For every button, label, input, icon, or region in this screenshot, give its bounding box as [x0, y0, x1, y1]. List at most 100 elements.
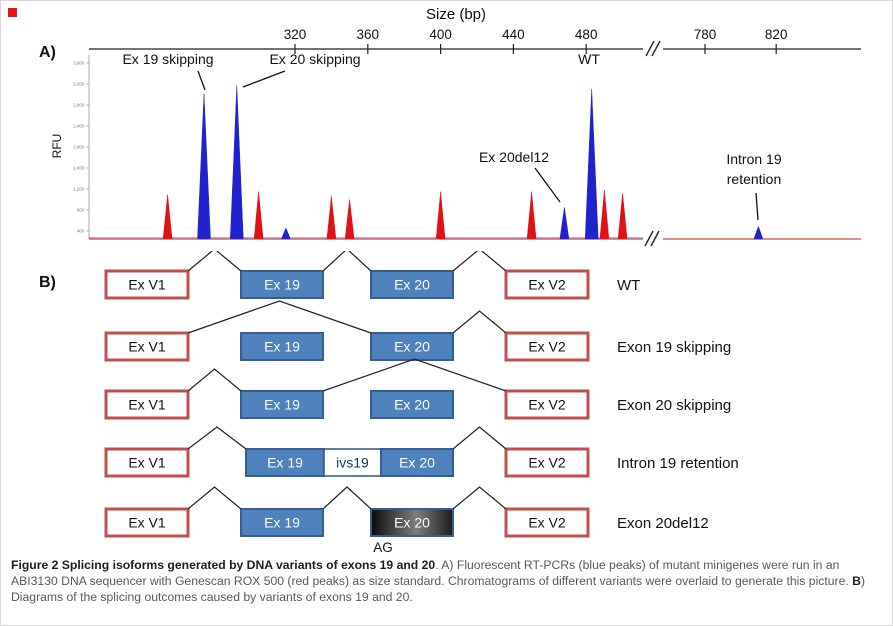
- y-tick-label: 800: [77, 208, 85, 213]
- exon-box-v1: [104, 331, 190, 362]
- exon-box-v2: [504, 389, 590, 420]
- rox-standard-peak: [253, 191, 264, 240]
- exon-box-v2: [504, 507, 590, 538]
- exon-box-v1: [104, 269, 190, 300]
- exon-box-e20-label: Ex 20: [394, 339, 430, 355]
- y-tick-label: 2,800: [73, 103, 84, 108]
- row-label: Intron 19 retention: [617, 455, 739, 472]
- splice-line: [452, 310, 507, 334]
- exon-box-v2-label: Ex V2: [528, 515, 566, 531]
- exon-box-e20-label: Ex 20: [394, 397, 430, 413]
- y-tick-label: 1,200: [73, 187, 84, 192]
- splice-line: [322, 251, 372, 272]
- intron19-retention-callout: Intron 19: [726, 151, 781, 167]
- intron-box-ivs19-label: ivs19: [336, 455, 369, 471]
- exon-box-e20-label: Ex 20: [394, 277, 430, 293]
- sample-peak: [197, 93, 211, 240]
- exon-box-e19-label: Ex 19: [267, 455, 303, 471]
- splice-line: [187, 251, 242, 272]
- y-tick-label: 2,400: [73, 124, 84, 129]
- exon-box-v1: [104, 447, 190, 478]
- exon-box-v1: [104, 507, 190, 538]
- y-axis-label: RFU: [50, 134, 64, 159]
- exon-box-e19-label: Ex 19: [264, 277, 300, 293]
- exon-box-e20: [370, 270, 454, 299]
- panel-a-label: A): [39, 44, 56, 61]
- y-tick-label: 3,600: [73, 61, 84, 66]
- splice-line: [322, 486, 372, 510]
- rox-standard-peak: [599, 189, 610, 240]
- exon-box-v1-label: Ex V1: [128, 455, 166, 471]
- exon-box-e19-label: Ex 19: [264, 397, 300, 413]
- x-tick-label: 820: [765, 27, 788, 42]
- rox-standard-peak: [162, 194, 173, 240]
- row-label: WT: [617, 277, 640, 294]
- splice-row-exon-20-skipping: Ex V1 Ex 19 Ex 20 Ex V2 Exon 20 skipping: [104, 358, 731, 420]
- axis-break-slash: [645, 40, 655, 57]
- exon-box-v1-label: Ex V1: [128, 397, 166, 413]
- caption-body-a: . A) Fluorescent RT-PCRs (blue peaks) of…: [11, 558, 853, 589]
- sample-peak: [753, 225, 764, 240]
- splice-line: [322, 358, 507, 392]
- exon-box-e19: [245, 448, 325, 477]
- exon-box-v2: [504, 447, 590, 478]
- splice-line: [452, 426, 507, 450]
- exon-box-v2: [504, 331, 590, 362]
- sample-peak: [559, 207, 570, 240]
- rox-standard-peak: [617, 193, 628, 240]
- rox-standard-peak: [326, 196, 337, 240]
- ex20-skipping-callout: Ex 20 skipping: [269, 51, 360, 67]
- splice-line: [187, 300, 372, 334]
- x-tick-label: 400: [429, 27, 452, 42]
- row-label: Exon 20del12: [617, 515, 709, 532]
- wt-callout: WT: [578, 51, 600, 67]
- x-axis-title: Size (bp): [426, 6, 486, 23]
- splice-line: [187, 486, 242, 510]
- y-tick-label: 1,600: [73, 166, 84, 171]
- red-corner-marker: [8, 8, 17, 17]
- intron19-retention-callout: retention: [727, 171, 781, 187]
- caption-title: Figure 2 Splicing isoforms generated by …: [11, 558, 436, 572]
- exon-box-e19-label: Ex 19: [264, 339, 300, 355]
- splice-row-exon-20del12: Ex V1 Ex 19 Ex 20 Ex V2 AG Exon 20del12: [104, 486, 709, 555]
- exon-box-e20-del12-label: Ex 20: [394, 515, 430, 531]
- exon-box-e20: [370, 390, 454, 419]
- splice-row-wt: Ex V1 Ex 19 Ex 20 Ex V2 WT: [104, 251, 640, 300]
- x-tick-label: 480: [575, 27, 598, 42]
- exon-box-e19: [240, 508, 324, 537]
- rox-standard-peak: [344, 199, 355, 240]
- exon-box-v2-label: Ex V2: [528, 277, 566, 293]
- exon-box-v2-label: Ex V2: [528, 339, 566, 355]
- row-label: Exon 19 skipping: [617, 339, 731, 356]
- exon-box-v2-label: Ex V2: [528, 397, 566, 413]
- axis-break-slash: [651, 40, 661, 57]
- panel-b-label: B): [39, 274, 56, 291]
- exon-box-e19: [240, 390, 324, 419]
- row-label: Exon 20 skipping: [617, 397, 731, 414]
- callout-line: [534, 167, 561, 203]
- sample-peak: [584, 88, 599, 240]
- exon-box-v1-label: Ex V1: [128, 339, 166, 355]
- splice-line: [187, 426, 247, 450]
- rox-standard-peak: [435, 191, 446, 240]
- exon-box-e19: [240, 270, 324, 299]
- chromatogram-panel: Size (bp) A) 320 360 400 440 480 780 820 3,600 3,2…: [39, 6, 861, 247]
- axis-break-slash: [650, 230, 660, 247]
- sample-peak: [281, 227, 291, 240]
- exon-box-e19-label: Ex 19: [264, 515, 300, 531]
- exon-box-e19: [240, 332, 324, 361]
- exon-box-v1: [104, 389, 190, 420]
- splice-line: [452, 486, 507, 510]
- caption-b-label: B: [852, 574, 861, 589]
- x-tick-label: 780: [694, 27, 717, 42]
- x-tick-label: 360: [357, 27, 380, 42]
- splice-row-exon-19-skipping: Ex V1 Ex 19 Ex 20 Ex V2 Exon 19 skipping: [104, 300, 731, 362]
- splice-line: [452, 251, 507, 272]
- ex19-skipping-callout: Ex 19 skipping: [122, 51, 213, 67]
- ex20del12-callout: Ex 20del12: [479, 149, 549, 165]
- y-tick-label: 3,200: [73, 82, 84, 87]
- y-tick-label: 2,000: [73, 145, 84, 150]
- exon-box-v1-label: Ex V1: [128, 277, 166, 293]
